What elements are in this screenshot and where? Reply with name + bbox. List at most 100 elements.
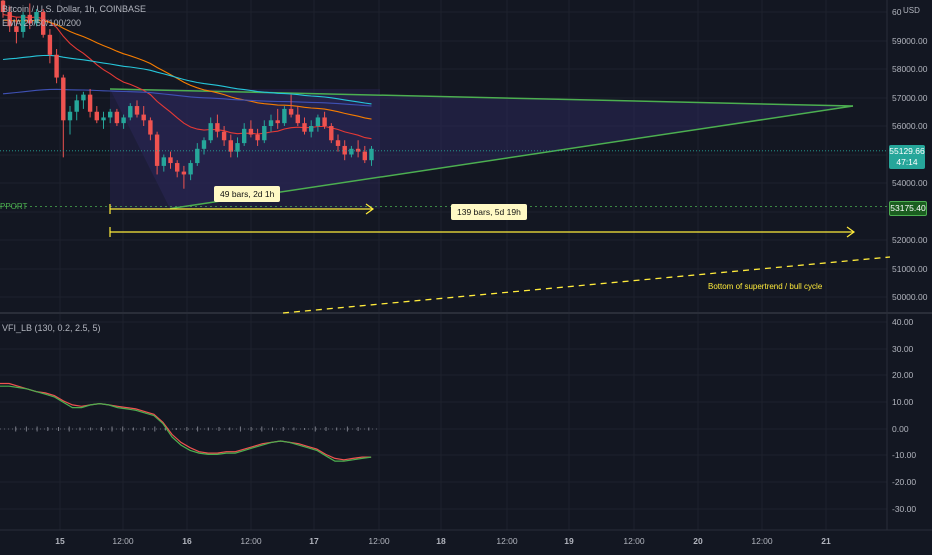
vfi-tick-label: 10.00 [892, 397, 914, 407]
vfi-tick-label: 20.00 [892, 370, 914, 380]
range-arrow-1-head [365, 203, 375, 215]
candle-body [108, 111, 113, 118]
price-tick-label: 51000.00 [892, 264, 928, 274]
time-tick-label: 20 [693, 536, 703, 546]
candle-body [128, 106, 133, 118]
candle-body [235, 143, 240, 152]
candle-body [74, 100, 79, 112]
candle-body [134, 106, 140, 115]
candle-body [295, 114, 300, 124]
candle-body [362, 151, 367, 161]
vfi-tick-label: 40.00 [892, 317, 914, 327]
time-tick-label: 15 [55, 536, 65, 546]
candle-body [101, 117, 106, 121]
price-tick-label: 54000.00 [892, 178, 928, 188]
price-tick-label: 60 [892, 7, 902, 17]
price-tick-label: 50000.00 [892, 292, 928, 302]
bar-countdown: 47:14 [896, 157, 918, 167]
trend-dashed-line [282, 256, 891, 314]
candle-body [121, 117, 126, 124]
candle-body [81, 94, 86, 101]
ema-legend[interactable]: EMA 20/50/100/200 [2, 18, 82, 28]
vfi-tick-label: -20.00 [892, 477, 916, 487]
annotation-lines [0, 150, 891, 314]
candle-body [7, 12, 12, 27]
current-price-tag: 55129.66 47:14 [889, 145, 925, 169]
vfi-legend[interactable]: VFI_LB (130, 0.2, 2.5, 5) [2, 323, 101, 333]
candle-body [329, 126, 334, 141]
range-note-1: 49 bars, 2d 1h [214, 186, 281, 202]
time-tick-label: 16 [182, 536, 192, 546]
candle-body [34, 12, 39, 24]
candle-body [0, 0, 6, 12]
candle-body [148, 120, 153, 135]
candle-body [41, 12, 46, 35]
candle-body [255, 134, 260, 141]
time-tick-label: 12:00 [623, 536, 645, 546]
price-tick-label: 57000.00 [892, 93, 928, 103]
candle-body [288, 108, 294, 115]
candle-body [215, 123, 220, 132]
candle-body [175, 163, 180, 172]
candle-body [228, 140, 233, 152]
price-tick-label: 52000.00 [892, 235, 928, 245]
time-tick-label: 12:00 [368, 536, 390, 546]
candle-body [20, 14, 26, 32]
candle-body [309, 126, 314, 132]
currency-label[interactable]: USD [903, 6, 920, 15]
vfi-tick-label: -10.00 [892, 450, 916, 460]
candle-body [302, 123, 307, 132]
candle-body [47, 34, 53, 55]
support-label: PPORT [0, 202, 28, 211]
triangle-upper-line [109, 88, 854, 107]
range-arrow-2-head [846, 226, 856, 238]
candle-body [268, 120, 274, 126]
vfi-signal-line [0, 382, 372, 461]
current-price: 55129.66 [889, 146, 925, 156]
pane-separator [0, 0, 932, 531]
time-tick-label: 12:00 [751, 536, 773, 546]
candle-body [201, 140, 207, 149]
range-note-2: 139 bars, 5d 19h [451, 204, 527, 220]
candle-body [141, 114, 146, 121]
candle-body [188, 163, 193, 175]
price-tick-label: 58000.00 [892, 64, 928, 74]
candle-body [61, 77, 66, 121]
time-tick-label: 18 [436, 536, 446, 546]
candle-body [67, 111, 73, 121]
candle-body [181, 171, 187, 175]
triangle-lower-line [169, 105, 854, 210]
candle-body [54, 54, 59, 78]
grid [0, 0, 887, 530]
candle-body [322, 117, 327, 126]
candle-body [282, 108, 287, 124]
candle-body [369, 148, 374, 161]
candle-body [349, 148, 354, 155]
candle-body [275, 120, 280, 124]
candle-body [208, 123, 213, 141]
candles [0, 0, 374, 189]
vfi-tick-label: -30.00 [892, 504, 916, 514]
time-tick-label: 17 [309, 536, 319, 546]
candle-body [168, 157, 173, 164]
candle-body [248, 128, 254, 135]
price-axis: 60 59000.00 58000.00 57000.00 56000.00 54000.… [892, 7, 928, 302]
ema-50-line [2, 19, 372, 120]
trend-note: Bottom of supertrend / bull cycle [708, 282, 823, 291]
symbol-title: Bitcoin / U.S. Dollar, 1h, COINBASE [2, 4, 147, 14]
vfi-indicator [0, 382, 380, 462]
candle-body [342, 145, 347, 155]
candle-body [355, 148, 361, 152]
candle-body [221, 131, 227, 141]
time-tick-label: 12:00 [240, 536, 262, 546]
candle-body [114, 111, 120, 124]
candle-body [195, 148, 200, 164]
candle-body [335, 140, 341, 146]
price-tick-label: 59000.00 [892, 36, 928, 46]
price-tick-label: 56000.00 [892, 121, 928, 131]
support-price-tag: 53175.40 [889, 201, 927, 216]
candle-body [315, 117, 321, 126]
vfi-axis: 40.00 30.00 20.00 10.00 0.00 -10.00 -20.00 -30.… [892, 317, 916, 514]
